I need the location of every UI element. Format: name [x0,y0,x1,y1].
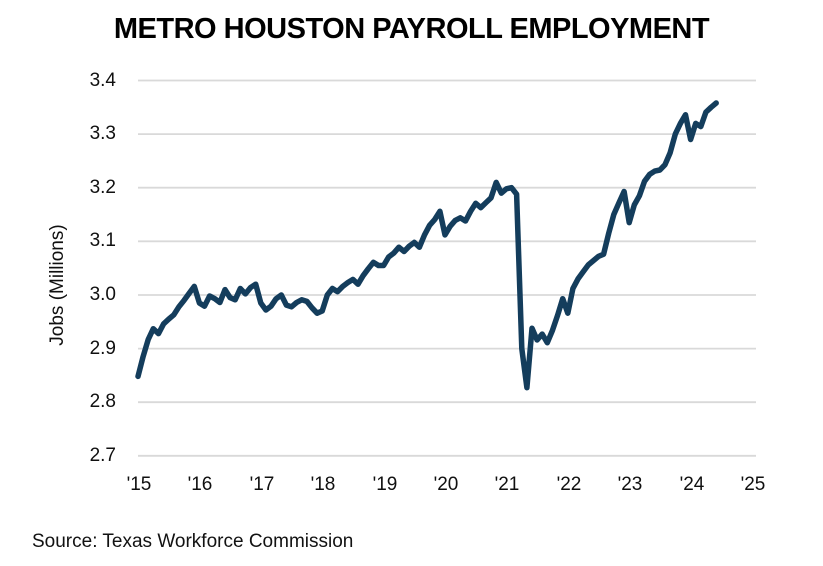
y-tick-label: 2.9 [89,338,116,359]
x-tick-label: '21 [494,474,520,495]
y-tick-label: 3.0 [89,284,116,305]
y-tick-label: 3.4 [89,70,116,91]
x-tick-label: '16 [187,474,213,495]
x-tick-label: '23 [617,474,643,495]
x-tick-label: '18 [310,474,336,495]
source-note: Source: Texas Workforce Commission [32,531,354,552]
y-tick-label: 3.2 [89,177,116,198]
y-tick-label: 2.7 [89,445,116,466]
y-axis-title: Jobs (Millions) [47,224,68,346]
x-tick-label: '17 [249,474,275,495]
employment-line [135,100,719,391]
x-tick-label: '24 [679,474,705,495]
y-tick-label: 3.3 [89,123,116,144]
x-tick-label: '25 [740,474,766,495]
x-tick-label: '19 [372,474,398,495]
y-tick-label: 3.1 [89,230,116,251]
x-tick-label: '22 [556,474,582,495]
x-tick-label: '20 [433,474,459,495]
chart-title: METRO HOUSTON PAYROLL EMPLOYMENT [113,13,710,45]
x-tick-label: '15 [126,474,152,495]
y-tick-label: 2.8 [89,391,116,412]
